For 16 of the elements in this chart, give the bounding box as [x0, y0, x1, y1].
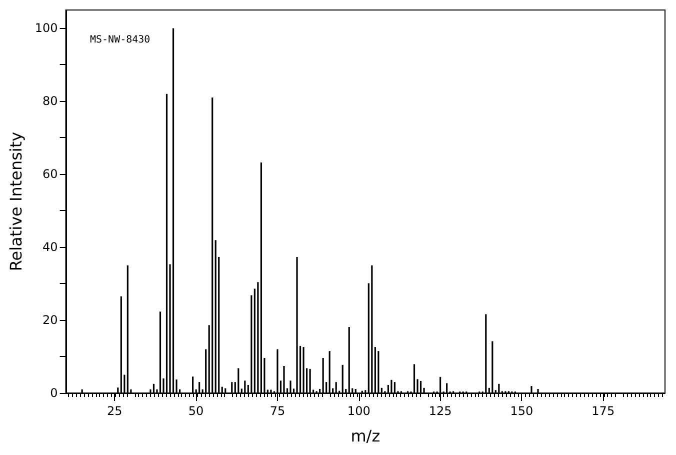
x-tick-label: 125: [428, 404, 452, 418]
y-tick-label: 20: [42, 313, 58, 328]
x-tick-label: 100: [347, 404, 370, 418]
x-tick-label: 75: [270, 404, 286, 418]
x-tick-label: 150: [510, 404, 534, 418]
x-tick-label: 50: [188, 404, 204, 418]
x-tick-label: 25: [107, 404, 122, 418]
y-axis-title: Relative Intensity: [6, 132, 26, 272]
y-tick-label: 0: [50, 386, 58, 400]
y-tick-label: 80: [42, 94, 58, 108]
annotation: MS-NW-8430: [90, 34, 150, 46]
y-tick-label: 40: [42, 240, 58, 254]
y-tick-label: 100: [34, 21, 58, 36]
y-tick-label: 60: [42, 167, 58, 182]
x-tick-label: 175: [592, 404, 615, 418]
x-axis-title: m/z: [350, 426, 380, 446]
